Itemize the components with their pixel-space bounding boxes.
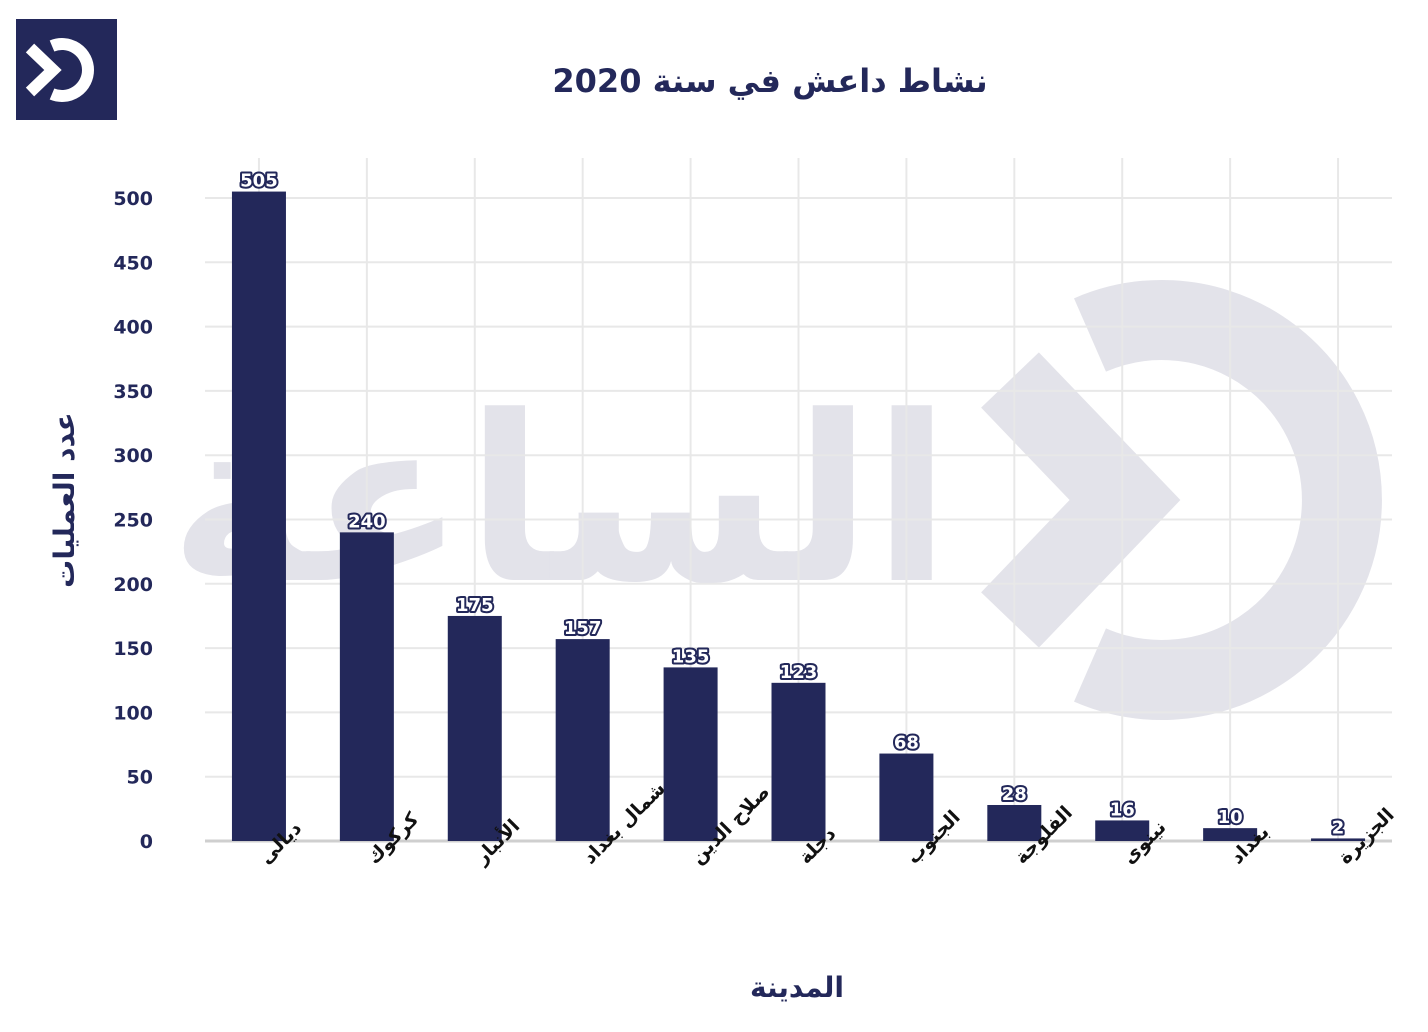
y-tick-label: 350 <box>113 381 153 403</box>
data-label: 10 <box>1218 807 1243 828</box>
y-tick-label: 200 <box>113 574 153 596</box>
y-tick-label: 150 <box>113 638 153 660</box>
y-tick-label: 450 <box>113 252 153 274</box>
y-tick-label: 250 <box>113 510 153 532</box>
y-axis-title: عدد العمليات <box>48 412 81 588</box>
y-tick-label: 100 <box>113 702 153 724</box>
bar <box>447 615 502 841</box>
data-label: 175 <box>456 595 494 616</box>
bar <box>555 639 610 841</box>
bar <box>663 667 718 841</box>
data-label: 28 <box>1002 784 1027 805</box>
data-label: 68 <box>894 733 919 754</box>
bar <box>987 804 1042 841</box>
bar <box>231 191 286 841</box>
bar <box>1095 820 1150 841</box>
bar <box>1311 838 1366 841</box>
data-label: 505 <box>240 171 278 192</box>
brand-watermark-icon <box>981 280 1382 720</box>
data-label: 123 <box>780 662 818 683</box>
bar <box>1203 828 1258 841</box>
y-tick-label: 500 <box>113 188 153 210</box>
data-label: 135 <box>672 646 710 667</box>
y-tick-label: 300 <box>113 445 153 467</box>
bar <box>339 532 394 841</box>
data-label: 16 <box>1110 799 1135 820</box>
data-label: 2 <box>1332 817 1345 838</box>
data-label: 240 <box>348 511 386 532</box>
x-axis-title: المدينة <box>750 971 844 1004</box>
y-tick-label: 50 <box>127 767 153 789</box>
bar <box>771 682 826 841</box>
brand-logo-icon <box>16 19 117 120</box>
y-tick-label: 0 <box>140 831 153 853</box>
watermark-text: الساعة <box>169 368 951 635</box>
data-label: 157 <box>564 618 602 639</box>
bar <box>879 753 934 841</box>
y-tick-label: 400 <box>113 317 153 339</box>
chart-title: نشاط داعش في سنة 2020 <box>552 62 987 100</box>
